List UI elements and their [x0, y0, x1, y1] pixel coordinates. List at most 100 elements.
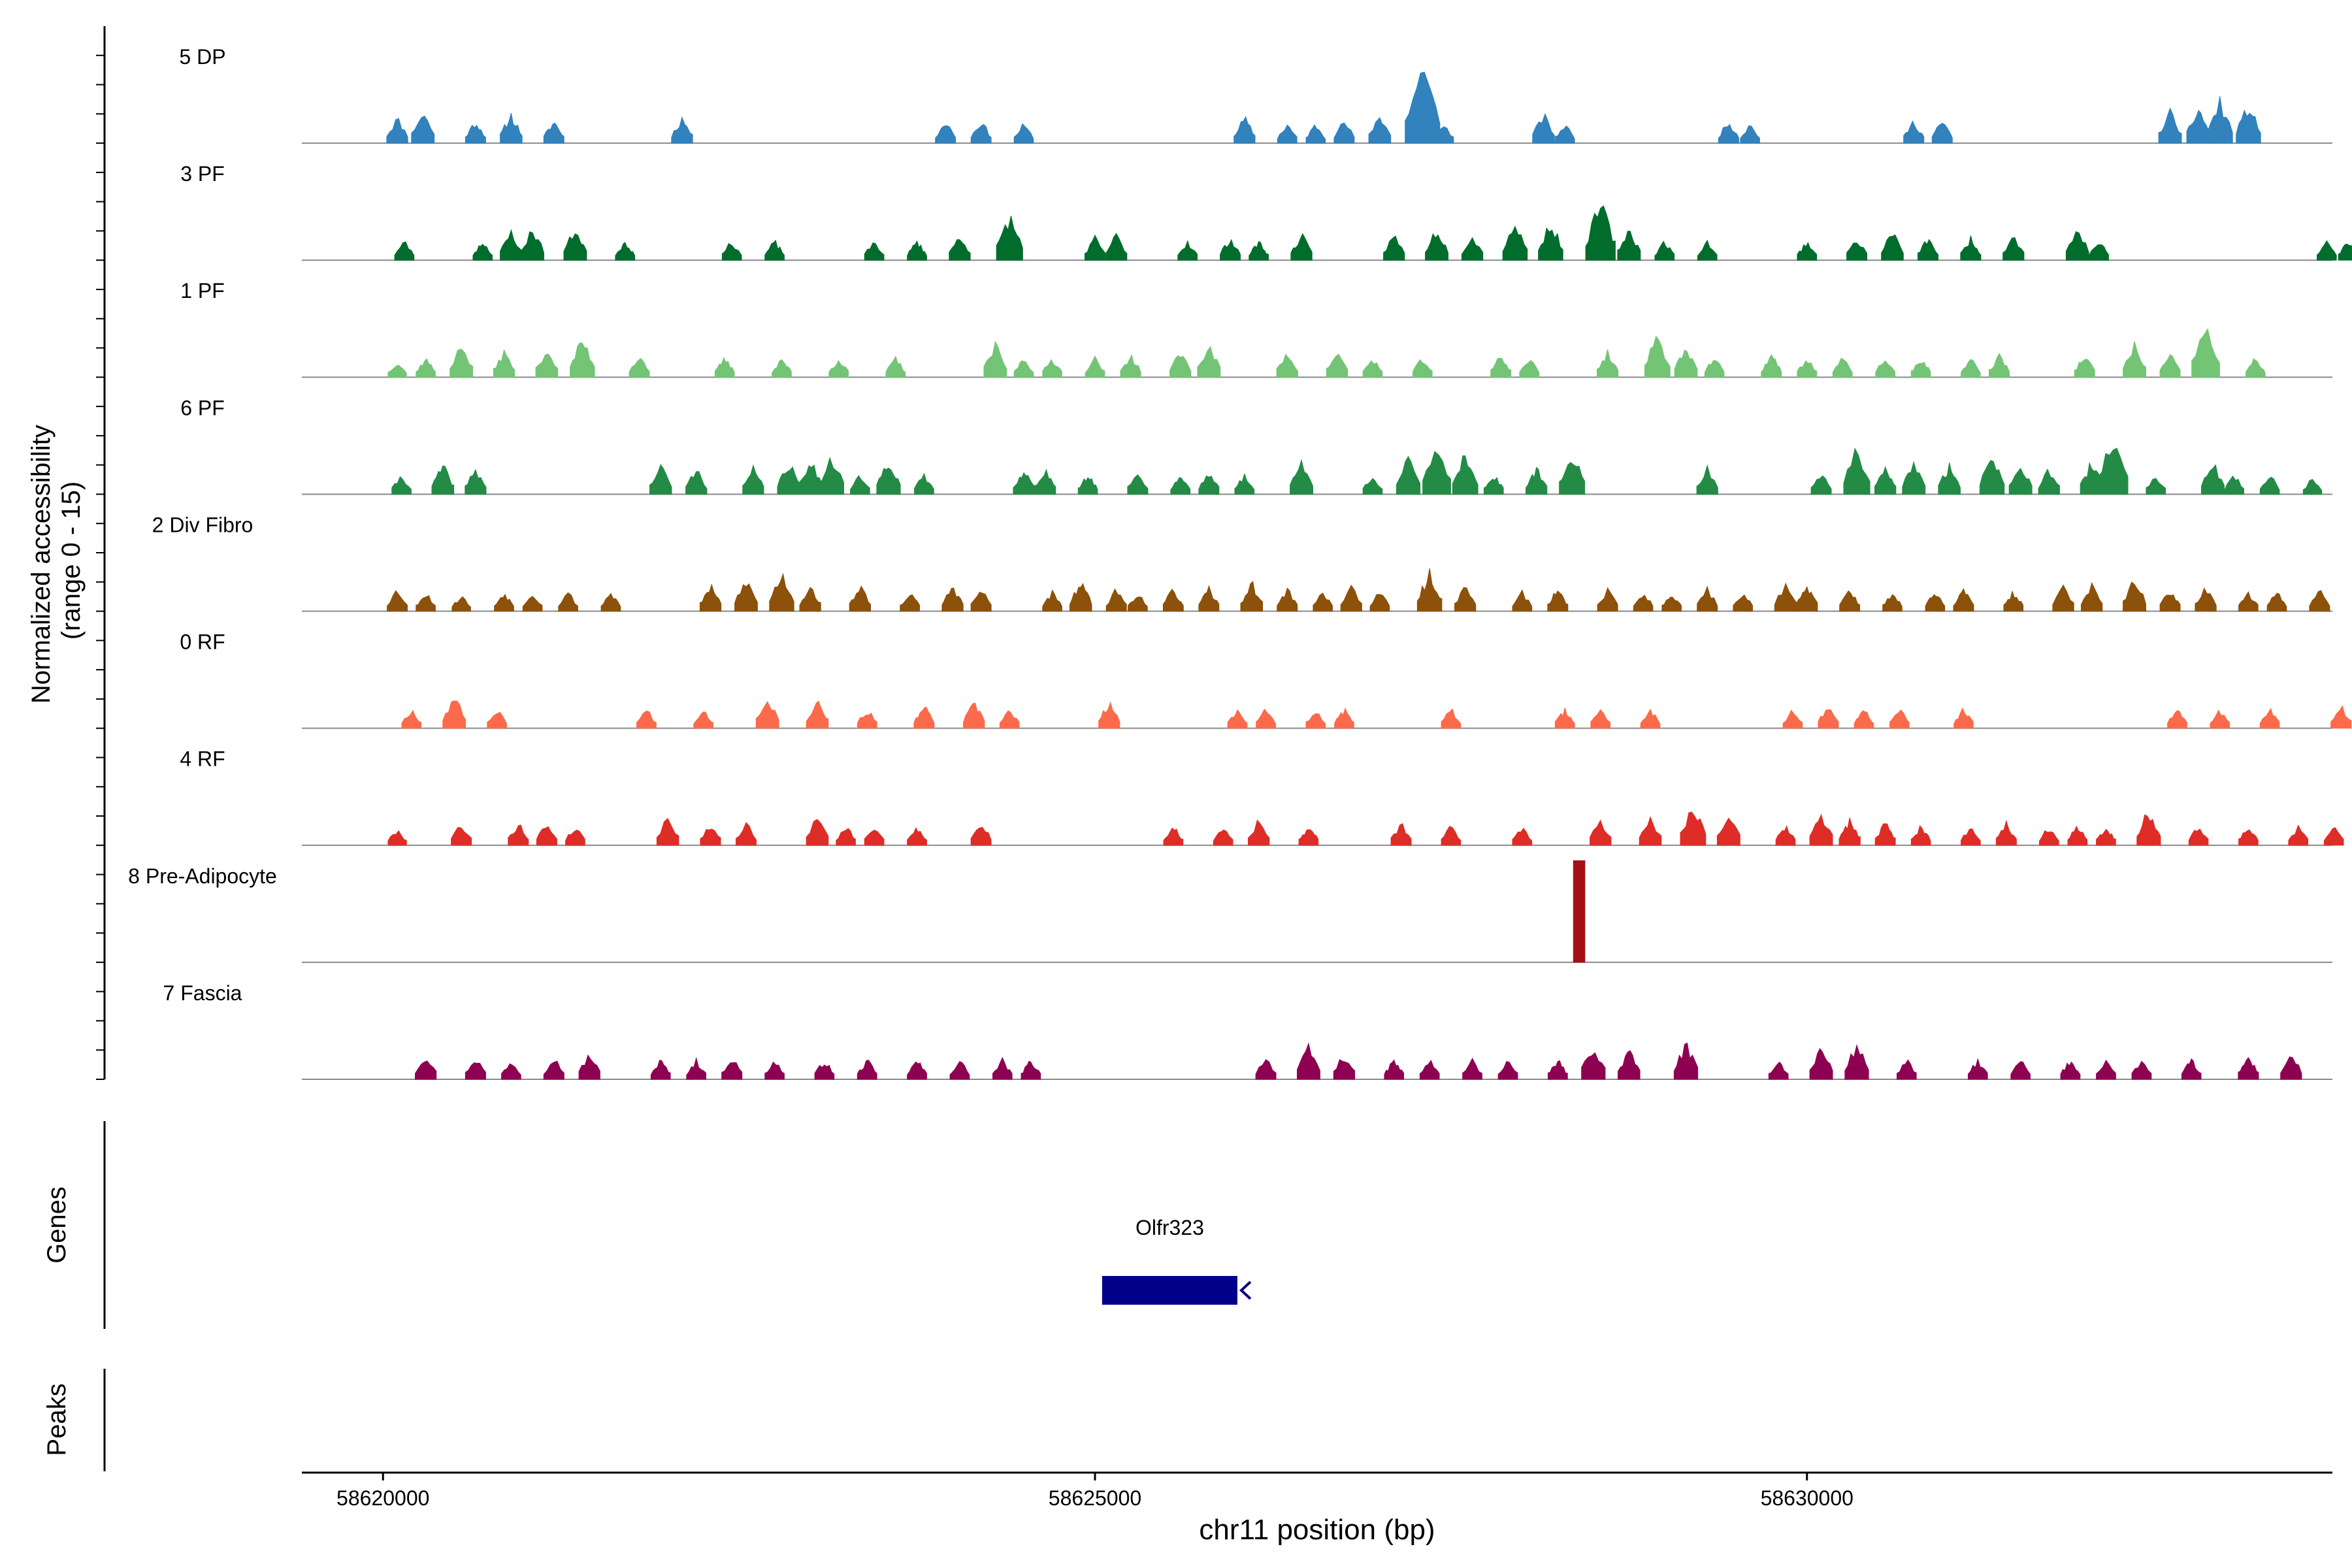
- coverage-peak: [1696, 464, 1718, 495]
- coverage-peak: [1197, 346, 1221, 378]
- coverage-peak: [1590, 709, 1610, 729]
- coverage-peak: [1255, 1059, 1277, 1080]
- coverage-peak: [1298, 829, 1319, 846]
- coverage-track-label: 1 PF: [180, 279, 225, 302]
- coverage-peak: [1654, 240, 1675, 261]
- coverage-peak: [1960, 235, 1982, 261]
- coverage-peak: [941, 587, 964, 612]
- coverage-peak: [521, 231, 544, 261]
- x-axis-tick-label: 58625000: [1049, 1486, 1141, 1510]
- coverage-track: 7 Fascia: [163, 981, 2332, 1080]
- coverage-peak: [1013, 472, 1035, 495]
- coverage-track-label: 4 RF: [180, 747, 225, 771]
- coverage-peak: [2096, 1059, 2116, 1080]
- coverage-peak: [1697, 239, 1718, 261]
- coverage-peak: [685, 471, 708, 495]
- coverage-peak: [451, 826, 472, 846]
- coverage-peak: [693, 711, 713, 729]
- gene-annotations: Olfr323: [1102, 1216, 1252, 1305]
- coverage-peak: [2159, 353, 2181, 378]
- coverage-peak: [1256, 708, 1276, 729]
- genes-panel: Genes Olfr323: [42, 1121, 1252, 1329]
- coverage-peak: [1889, 710, 1910, 729]
- coverage-peak: [1334, 707, 1354, 729]
- coverage-peak: [2236, 109, 2261, 144]
- x-axis-ticks: 58620000 58625000 58630000: [336, 1473, 1854, 1510]
- coverage-peak: [1644, 335, 1671, 378]
- coverage-peak: [1554, 707, 1575, 729]
- coverage-peak: [963, 702, 985, 729]
- coverage-peak: [742, 464, 764, 495]
- coverage-peak: [2131, 1060, 2152, 1080]
- coverage-peak: [472, 244, 493, 261]
- coverage-peak: [857, 1059, 877, 1080]
- coverage-peak: [1979, 459, 2005, 495]
- coverage-peak: [451, 596, 471, 612]
- coverage-peak: [907, 240, 927, 261]
- coverage-peak: [543, 1060, 564, 1080]
- coverage-peak: [1213, 829, 1233, 846]
- coverage-peak: [1425, 233, 1448, 261]
- coverage-peak: [1340, 584, 1362, 612]
- coverage-peak: [1961, 359, 1981, 378]
- gene-strand-arrow: [1239, 1281, 1252, 1300]
- coverage-peak: [1013, 360, 1034, 378]
- coverage-peak: [1220, 238, 1241, 261]
- coverage-track: 3 PF: [180, 162, 2352, 261]
- coverage-peak: [1740, 125, 1760, 144]
- coverage-peak: [1013, 123, 1034, 144]
- coverage-peak: [1661, 596, 1682, 612]
- coverage-peak: [1548, 1060, 1568, 1080]
- coverage-peak: [1838, 817, 1861, 846]
- coverage-peak: [449, 348, 473, 378]
- coverage-peak: [1902, 461, 1926, 495]
- coverage-peak: [1532, 112, 1555, 144]
- coverage-peak: [1305, 124, 1326, 144]
- coverage-peak: [465, 468, 487, 495]
- coverage-peak: [565, 829, 585, 846]
- coverage-peak: [1768, 1061, 1789, 1080]
- coverage-peak: [2330, 705, 2352, 729]
- coverage-peak: [1240, 581, 1263, 612]
- coverage-peak: [755, 700, 779, 729]
- coverage-peak: [543, 122, 564, 144]
- coverage-peak: [401, 710, 422, 729]
- coverage-peak: [2188, 828, 2209, 846]
- coverage-peak: [1461, 237, 1484, 261]
- coverage-peak: [501, 1063, 521, 1080]
- coverage-peak: [1127, 474, 1149, 495]
- coverage-track-label: 0 RF: [180, 630, 225, 654]
- coverage-peak: [431, 465, 455, 495]
- coverage-peak: [1069, 583, 1092, 612]
- coverage-peak: [1547, 590, 1569, 612]
- coverage-peak: [2317, 240, 2337, 261]
- coverage-peak: [734, 583, 758, 612]
- coverage-peak: [1454, 587, 1477, 612]
- x-axis-label: chr11 position (bp): [1199, 1514, 1435, 1546]
- coverage-peak: [1640, 708, 1661, 729]
- coverage-peak: [1617, 231, 1641, 261]
- coverage-peak: [1162, 589, 1184, 612]
- coverage-peak: [1910, 825, 1931, 846]
- coverage-peak: [465, 124, 486, 144]
- x-axis-tick-label: 58630000: [1761, 1486, 1854, 1510]
- coverage-peak: [970, 123, 992, 144]
- coverage-peak: [1105, 588, 1127, 612]
- coverage-peak: [2309, 590, 2330, 612]
- coverage-peak: [1797, 242, 1818, 261]
- coverage-peak: [1903, 120, 1925, 144]
- peaks-track-label: Peaks: [42, 1383, 71, 1456]
- coverage-peak: [819, 456, 844, 495]
- coverage-peak: [2302, 478, 2323, 495]
- coverage-peak: [2052, 584, 2074, 612]
- coverage-peak: [2280, 1056, 2302, 1080]
- coverage-peak: [885, 355, 906, 378]
- gene-label: Olfr323: [1135, 1216, 1204, 1239]
- coverage-peak: [1128, 596, 1148, 612]
- coverage-peak: [1597, 587, 1618, 612]
- coverage-track: 5 DP: [179, 45, 2332, 144]
- coverage-peak: [2098, 448, 2129, 495]
- coverage-peak: [1925, 594, 1946, 612]
- coverage-peak: [1775, 825, 1796, 846]
- coverage-peak: [806, 700, 829, 729]
